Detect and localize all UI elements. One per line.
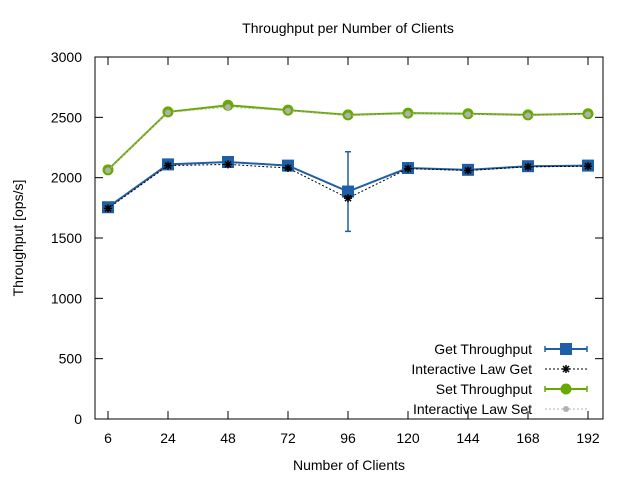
x-tick-label: 24 <box>160 430 176 446</box>
star-stroke <box>464 166 472 174</box>
legend-label: Set Throughput <box>436 381 532 397</box>
data-point <box>524 162 532 171</box>
data-point <box>585 111 591 118</box>
y-axis-title: Throughput [ops/s] <box>10 180 26 297</box>
data-point <box>344 194 352 203</box>
data-point <box>165 109 171 116</box>
data-point <box>525 112 531 119</box>
data-point <box>105 167 111 174</box>
x-tick-label: 72 <box>280 430 296 446</box>
star-stroke <box>344 194 352 202</box>
x-axis: 6 24 48 72 96 120 144 168 192 <box>104 57 600 446</box>
x-tick-label: 120 <box>396 430 420 446</box>
data-point <box>345 112 351 119</box>
y-tick-label: 2000 <box>51 170 82 186</box>
y-tick-label: 1000 <box>51 290 82 306</box>
legend-marker <box>563 406 569 412</box>
legend-label: Interactive Law Get <box>411 361 532 377</box>
series-interactive-law-set <box>105 104 591 174</box>
star-stroke <box>562 365 570 373</box>
y-tick-label: 2500 <box>51 109 82 125</box>
legend-item-interactive-law-set: Interactive Law Set <box>413 401 587 417</box>
data-point <box>464 166 472 175</box>
data-point <box>225 104 231 111</box>
series-get-throughput <box>102 150 594 233</box>
x-tick-label: 96 <box>340 430 356 446</box>
legend-marker <box>560 343 572 355</box>
legend-marker <box>560 383 572 395</box>
data-point <box>224 160 232 169</box>
legend-item-get-throughput: Get Throughput <box>434 341 588 357</box>
data-point <box>104 204 112 213</box>
star-stroke <box>164 162 172 170</box>
data-point <box>342 185 354 198</box>
y-tick-label: 0 <box>74 411 82 427</box>
star-stroke <box>584 162 592 170</box>
y-tick-label: 500 <box>59 351 83 367</box>
star-stroke <box>224 160 232 168</box>
series-interactive-law-get <box>104 160 592 213</box>
data-point <box>284 164 292 173</box>
x-tick-label: 48 <box>220 430 236 446</box>
data-point <box>404 164 412 173</box>
x-tick-label: 168 <box>516 430 540 446</box>
y-tick-label: 1500 <box>51 230 82 246</box>
x-tick-label: 192 <box>576 430 600 446</box>
y-axis: 0 500 1000 1500 2000 2500 3000 <box>51 49 603 427</box>
y-tick-label: 3000 <box>51 49 82 65</box>
data-point <box>405 110 411 117</box>
chart-title: Throughput per Number of Clients <box>242 20 454 36</box>
data-point <box>465 111 471 118</box>
legend-marker <box>562 365 570 373</box>
data-point <box>285 107 291 114</box>
data-point <box>584 162 592 171</box>
data-point <box>164 161 172 170</box>
star-stroke <box>104 204 112 212</box>
star-stroke <box>284 164 292 172</box>
x-tick-label: 6 <box>104 430 112 446</box>
x-tick-label: 144 <box>456 430 480 446</box>
series-layer <box>102 99 594 233</box>
star-stroke <box>404 165 412 173</box>
star-stroke <box>524 163 532 171</box>
legend-label: Interactive Law Set <box>413 401 532 417</box>
legend-item-set-throughput: Set Throughput <box>436 381 588 397</box>
legend-label: Get Throughput <box>434 341 532 357</box>
legend-item-interactive-law-get: Interactive Law Get <box>411 361 587 377</box>
x-axis-title: Number of Clients <box>293 457 405 473</box>
legend: Get Throughput Interactive Law Get Set Thr… <box>411 341 588 417</box>
